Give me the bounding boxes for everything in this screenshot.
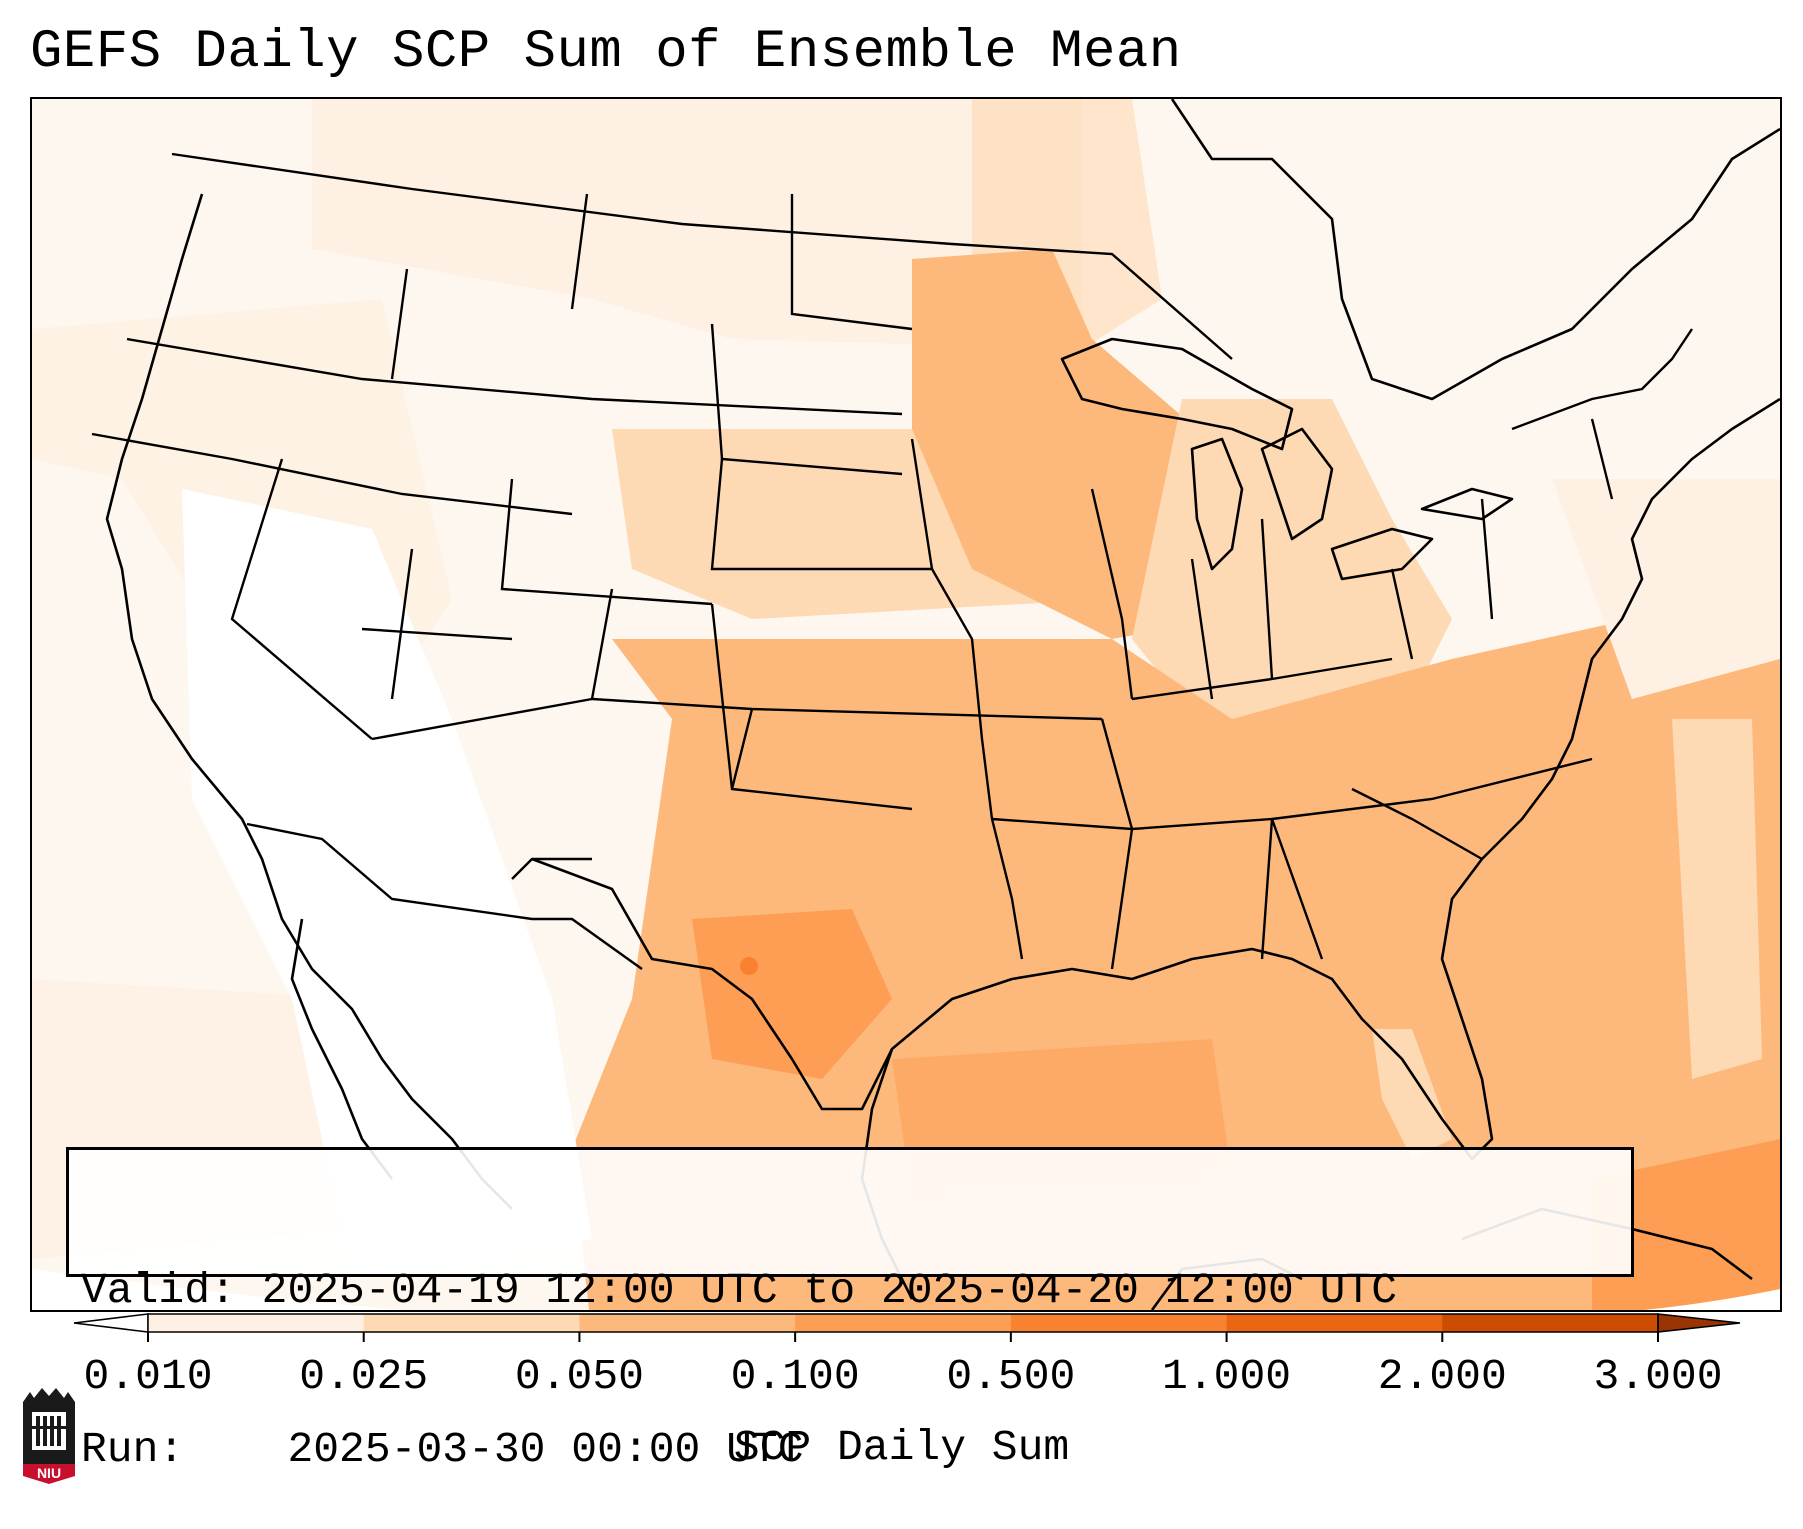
- colorbar-under-arrow: [73, 1313, 149, 1333]
- valid-row: Valid: 2025-04-19 12:00 UTC to 2025-04-2…: [81, 1264, 1619, 1317]
- valid-run-info-box: Valid: 2025-04-19 12:00 UTC to 2025-04-2…: [66, 1147, 1634, 1474]
- colorbar-segment: [795, 1314, 1012, 1332]
- map-title: GEFS Daily SCP Sum of Ensemble Mean: [30, 22, 1182, 83]
- colorbar-tick-label: 0.025: [299, 1352, 429, 1401]
- valid-value: 2025-04-19 12:00 UTC to 2025-04-20 12:00…: [261, 1266, 1398, 1315]
- colorbar-label: SCP Daily Sum: [733, 1423, 1070, 1472]
- colorbar-tick-label: 1.000: [1162, 1352, 1292, 1401]
- colorbar-tick-label: 3.000: [1593, 1352, 1723, 1401]
- colorbar-tick-label: 0.010: [83, 1352, 213, 1401]
- run-value: 2025-03-30 00:00 UTC: [287, 1425, 804, 1474]
- map-panel: [30, 97, 1782, 1312]
- run-row: Run: 2025-03-30 00:00 UTC: [81, 1423, 1619, 1476]
- colorbar-frame: [147, 1313, 1659, 1333]
- state-borders: [91, 152, 1693, 970]
- niu-castle-icon: NIU: [23, 1388, 75, 1484]
- colorbar-tick-label: 2.000: [1377, 1352, 1507, 1401]
- colorbar-tick-label: 0.100: [730, 1352, 860, 1401]
- colorbar-over-arrow: [1657, 1313, 1741, 1333]
- colorbar-segment: [579, 1314, 796, 1332]
- scp-field: [32, 99, 1780, 1310]
- colorbar-tick-label: 0.500: [946, 1352, 1076, 1401]
- colorbar-segment: [148, 1314, 365, 1332]
- colorbar-segment: [1226, 1314, 1443, 1332]
- colorbar: [73, 1313, 1741, 1342]
- colorbar-tick-label: 0.050: [514, 1352, 644, 1401]
- niu-logo-text: NIU: [37, 1465, 61, 1481]
- map-canvas: [32, 99, 1780, 1310]
- run-label: Run:: [81, 1425, 185, 1474]
- colorbar-segment: [363, 1314, 580, 1332]
- colorbar-segment: [1442, 1314, 1659, 1332]
- colorbar-segment: [1010, 1314, 1228, 1332]
- valid-label: Valid:: [81, 1266, 236, 1315]
